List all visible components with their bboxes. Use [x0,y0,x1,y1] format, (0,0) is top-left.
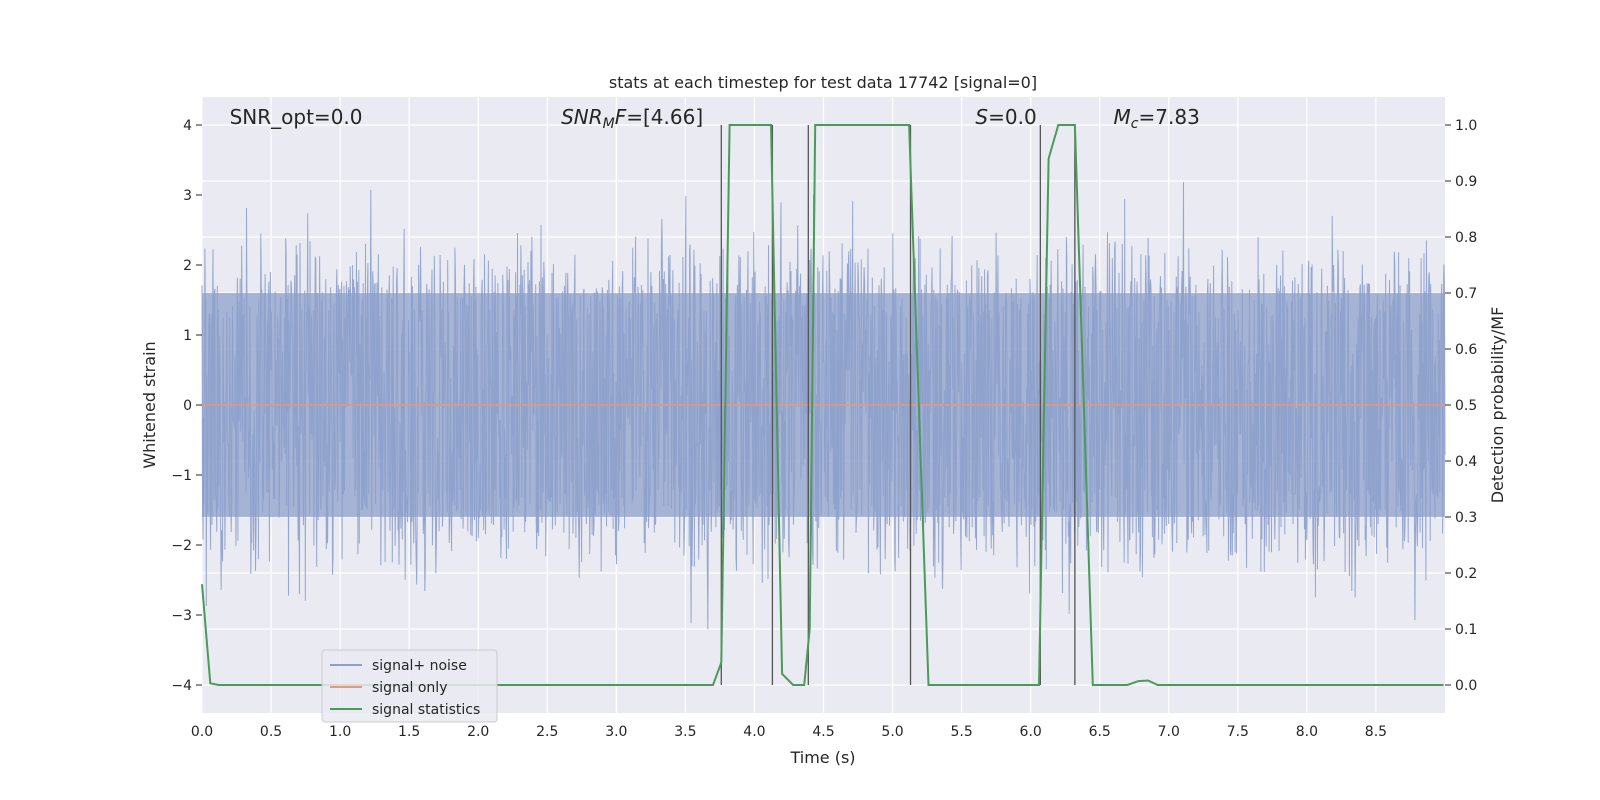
x-tick-label: 8.5 [1365,724,1387,740]
y-right-tick-label: 0.1 [1455,622,1477,638]
x-axis: 0.0 0.5 1.0 1.5 2.0 2.5 3.0 3.5 4.0 4.5 5.0 5.5 6.0 6… [191,724,1387,740]
x-tick-label: 6.0 [1020,724,1042,740]
x-tick-label: 5.0 [881,724,903,740]
y-left-tick-label: 1 [183,328,192,344]
x-tick-label: 0.5 [260,724,282,740]
signal-statistics-line [201,124,1444,686]
x-tick-label: 1.5 [398,724,420,740]
y-left-tick-label: 4 [183,118,192,134]
legend-label-statistics: signal statistics [372,702,480,718]
legend-label-signal-only: signal only [372,680,447,696]
annotation-mc: Mc=7.83 [1114,105,1200,132]
y-left-tick-label: 2 [183,258,192,274]
annotations: SNR_opt=0.0 SNRMF=[4.66] S=0.0 Mc=7.83 [230,105,1200,132]
y-right-tick-label: 0.2 [1455,566,1477,582]
y-axis-right-label: Detection probability/MF [1488,307,1507,504]
y-right-tick-label: 1.0 [1455,118,1477,134]
y-axis-left: 4 3 2 1 0 −1 −2 −3 −4 [171,118,202,694]
y-right-tick-label: 0.0 [1455,678,1477,694]
legend-box [321,649,498,723]
x-tick-label: 6.5 [1089,724,1111,740]
x-tick-label: 1.0 [329,724,351,740]
y-axis-right: 1.0 0.9 0.8 0.7 0.6 0.5 0.4 0.3 0.2 0.1 0.0 [1445,118,1477,694]
annotation-snr-mf: SNRMF=[4.66] [561,105,703,132]
y-left-tick-label: −4 [171,678,192,694]
y-left-tick-label: −2 [171,538,192,554]
y-right-tick-label: 0.4 [1455,454,1477,470]
y-left-tick-label: −3 [171,608,192,624]
y-right-tick-label: 0.5 [1455,398,1477,414]
y-left-tick-label: 3 [183,188,192,204]
detection-markers [720,125,1076,685]
x-tick-label: 3.0 [605,724,627,740]
y-axis-left-label: Whitened strain [140,341,159,468]
x-tick-label: 0.0 [191,724,213,740]
noise-line [201,182,1446,630]
x-tick-label: 2.5 [536,724,558,740]
y-left-tick-label: −1 [171,468,192,484]
y-right-tick-label: 0.9 [1455,174,1477,190]
x-tick-label: 7.5 [1227,724,1249,740]
annotation-s: S=0.0 [975,105,1036,129]
y-right-tick-label: 0.3 [1455,510,1477,526]
y-right-tick-label: 0.8 [1455,230,1477,246]
x-tick-label: 7.0 [1158,724,1180,740]
annotation-snr-opt: SNR_opt=0.0 [230,105,363,129]
x-tick-label: 4.5 [812,724,834,740]
x-axis-label: Time (s) [789,748,855,767]
y-right-tick-label: 0.7 [1455,286,1477,302]
chart-title: stats at each timestep for test data 177… [609,73,1037,92]
x-tick-label: 4.0 [743,724,765,740]
x-tick-label: 2.0 [467,724,489,740]
signal-statistics-series [201,124,1444,686]
y-left-tick-label: 0 [183,398,192,414]
legend-label-noise: signal+ noise [372,658,467,674]
y-right-tick-label: 0.6 [1455,342,1477,358]
x-tick-label: 5.5 [950,724,972,740]
legend: signal+ noise signal only signal statist… [321,649,498,723]
x-tick-label: 3.5 [674,724,696,740]
x-tick-label: 8.0 [1296,724,1318,740]
